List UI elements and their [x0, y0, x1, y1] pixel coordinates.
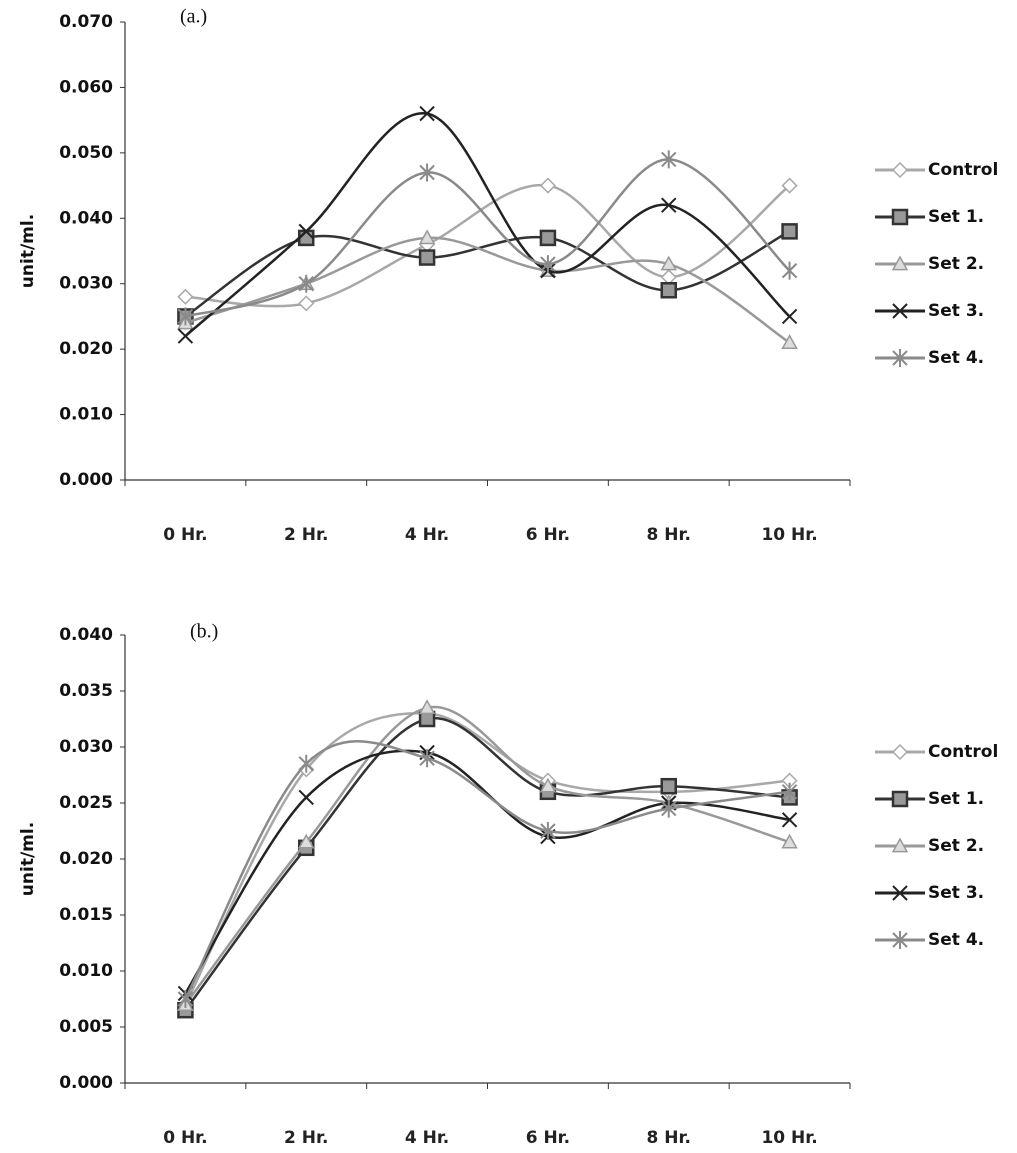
y-axis-label: unit/ml. — [18, 214, 38, 288]
y-axis-label: unit/ml. — [18, 822, 38, 896]
y-tick-label: 0.000 — [59, 1073, 113, 1093]
subtitle: (a.) — [180, 6, 207, 28]
y-tick-label: 0.005 — [59, 1017, 113, 1037]
series-line — [185, 231, 789, 316]
y-tick-label: 0.060 — [59, 77, 113, 97]
x-tick-label: 4 Hr. — [405, 1128, 449, 1148]
marker — [893, 210, 907, 224]
legend-label: Set 1. — [928, 789, 984, 809]
marker — [299, 275, 313, 293]
legend-label: Set 3. — [928, 301, 984, 321]
legend-item: Control — [875, 160, 998, 180]
y-tick-label: 0.010 — [59, 405, 113, 425]
legend-item: Set 1. — [875, 207, 984, 227]
series-line — [185, 741, 789, 999]
y-tick-label: 0.030 — [59, 737, 113, 757]
y-tick-label: 0.010 — [59, 961, 113, 981]
marker — [178, 290, 192, 304]
legend-item: Control — [875, 742, 998, 762]
marker — [783, 309, 797, 323]
legend-item: Set 4. — [875, 348, 984, 368]
marker — [783, 224, 797, 238]
marker — [541, 179, 555, 193]
marker — [893, 163, 907, 177]
marker — [893, 792, 907, 806]
marker — [662, 779, 676, 793]
y-tick-label: 0.040 — [59, 208, 113, 228]
legend-label: Set 2. — [928, 254, 984, 274]
y-tick-label: 0.025 — [59, 793, 113, 813]
x-tick-label: 6 Hr. — [526, 525, 570, 545]
legend-item: Set 2. — [875, 254, 984, 274]
x-tick-label: 8 Hr. — [647, 525, 691, 545]
marker — [783, 336, 797, 349]
marker — [299, 790, 313, 804]
x-tick-label: 0 Hr. — [163, 525, 207, 545]
y-tick-label: 0.030 — [59, 274, 113, 294]
legend-label: Set 2. — [928, 836, 984, 856]
y-tick-label: 0.015 — [59, 905, 113, 925]
figure: (a.) unit/ml. 0.000 0.010 0.020 0.030 0.040 0.0… — [0, 0, 1017, 1153]
series-line — [185, 713, 789, 1004]
x-tick-label: 4 Hr. — [405, 525, 449, 545]
series-line — [185, 707, 789, 1005]
legend-label: Set 4. — [928, 348, 984, 368]
legend-item: Set 3. — [875, 301, 984, 321]
x-tick-label: 8 Hr. — [647, 1128, 691, 1148]
series-line — [185, 238, 789, 343]
x-tick-label: 10 Hr. — [761, 525, 817, 545]
y-tick-label: 0.050 — [59, 143, 113, 163]
y-tick-label: 0.070 — [59, 12, 113, 32]
legend-item: Set 1. — [875, 789, 984, 809]
y-tick-label: 0.020 — [59, 339, 113, 359]
legend-item: Set 3. — [875, 883, 984, 903]
marker — [178, 329, 192, 343]
legend-item: Set 2. — [875, 836, 984, 856]
y-tick-label: 0.040 — [59, 625, 113, 645]
marker — [662, 283, 676, 297]
marker — [541, 231, 555, 245]
marker — [783, 262, 797, 280]
y-tick-label: 0.020 — [59, 849, 113, 869]
y-tick-label: 0.035 — [59, 681, 113, 701]
legend-label: Control — [928, 160, 998, 180]
legend-item: Set 4. — [875, 930, 984, 950]
y-tick-label: 0.000 — [59, 470, 113, 490]
series-line — [185, 718, 789, 1010]
legend-label: Control — [928, 742, 998, 762]
series-line — [185, 113, 789, 336]
marker — [893, 745, 907, 759]
x-tick-label: 2 Hr. — [284, 525, 328, 545]
marker — [420, 251, 434, 265]
subtitle: (b.) — [190, 621, 218, 643]
x-tick-label: 2 Hr. — [284, 1128, 328, 1148]
x-tick-label: 6 Hr. — [526, 1128, 570, 1148]
x-tick-label: 10 Hr. — [761, 1128, 817, 1148]
x-tick-label: 0 Hr. — [163, 1128, 207, 1148]
marker — [299, 296, 313, 310]
legend-label: Set 4. — [928, 930, 984, 950]
legend-label: Set 3. — [928, 883, 984, 903]
legend-label: Set 1. — [928, 207, 984, 227]
